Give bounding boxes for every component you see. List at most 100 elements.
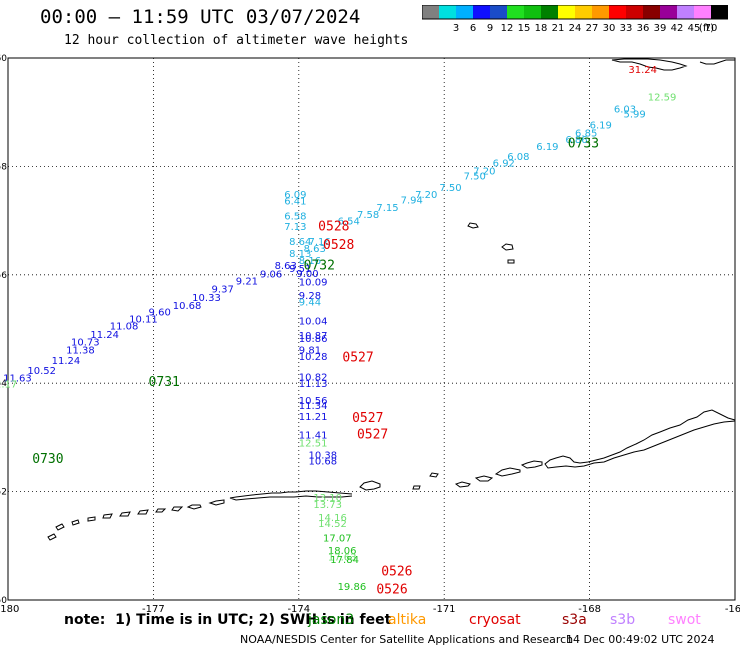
wave-height-label: 14.52 — [318, 519, 347, 530]
wave-height-label: 11.63 — [3, 374, 32, 385]
colorbar-tick-label: 39 — [654, 23, 667, 34]
coastline-segment — [501, 243, 514, 251]
wave-height-label: 12.59 — [648, 92, 677, 103]
longitude-tick-label: -16 — [725, 604, 740, 612]
wave-height-label: 7.20 — [415, 190, 437, 201]
wave-height-label: 8.63 — [304, 244, 326, 255]
wave-height-label: 7.50 — [439, 183, 461, 194]
wave-height-label: 7.20 — [473, 167, 495, 178]
wave-height-label: 10.38 — [308, 451, 337, 462]
wave-height-label: 10.87 — [299, 331, 328, 342]
wave-height-colorbar: 3 6 9 12 15 18 21 24 27 30 33 36 39 42 45 70(ft) — [422, 5, 728, 34]
coastline-segment — [544, 409, 736, 469]
wave-height-label: 6.19 — [590, 120, 612, 131]
colorbar-swatch — [626, 5, 643, 19]
coastline-segment — [186, 504, 202, 510]
coastline-segment — [699, 59, 735, 65]
coastline-segment — [171, 506, 184, 512]
map-subtitle: 12 hour collection of altimeter wave hei… — [64, 33, 409, 48]
colorbar-swatch — [422, 5, 439, 19]
wave-height-label: 10.33 — [192, 293, 221, 304]
wave-height-label: 31.24 — [628, 65, 657, 76]
latitude-tick-label: 56 — [0, 271, 7, 281]
wave-height-label: 11.21 — [299, 412, 328, 423]
coastline-segment — [611, 58, 688, 71]
wave-height-label: 9.51 — [289, 264, 311, 275]
wave-height-label: 17.63 — [328, 552, 357, 563]
coastline-layer — [47, 58, 736, 541]
wave-height-label: 7.94 — [401, 195, 423, 206]
colorbar-tick-label: 6 — [470, 23, 476, 34]
wave-height-label: 18.06 — [328, 546, 357, 557]
colorbar-tick-label: 70 — [705, 23, 718, 34]
wave-height-label: 14.16 — [318, 513, 347, 524]
coastline-segment — [507, 259, 515, 264]
colorbar-swatch — [592, 5, 609, 19]
coastline-segment — [520, 460, 543, 469]
wave-height-label: 7.58 — [357, 210, 379, 221]
wave-height-label: 13.73 — [313, 500, 342, 511]
longitude-tick-label: -177 — [142, 604, 165, 612]
wave-height-label: 6.85 — [575, 129, 597, 140]
pass-time-label: 0730 — [32, 452, 63, 467]
colorbar-tick-label: 24 — [569, 23, 582, 34]
coastline-segment — [429, 472, 439, 478]
wave-height-label: 6.03 — [614, 105, 636, 116]
wave-height-label: 10.86 — [299, 334, 328, 345]
coastline-segment — [87, 516, 96, 522]
pass-time-labels-layer: 0733052805280732052707310527052707300526… — [32, 136, 599, 597]
coastline-segment — [494, 467, 521, 477]
longitude-tick-label: -180 — [0, 604, 19, 612]
satellite-legend-item: s3a — [562, 612, 587, 628]
wave-height-label: 10.73 — [71, 337, 100, 348]
map-frame — [7, 57, 736, 601]
coastline-segment — [208, 499, 225, 506]
wave-height-label: 17.84 — [330, 555, 359, 566]
pass-time-label: 0527 — [342, 351, 373, 366]
coastline-segment — [137, 509, 149, 515]
wave-height-label: 10.11 — [129, 314, 158, 325]
wave-height-label: 10.82 — [299, 372, 328, 383]
pass-time-label: 0733 — [568, 136, 599, 151]
wave-height-label: 11.24 — [90, 330, 119, 341]
wave-height-label: 17.07 — [323, 533, 352, 544]
wave-height-label: 7.13 — [284, 222, 306, 233]
coastline-segment — [474, 475, 494, 482]
graticule-layer: -180 -177 -174 -171 -168 -16 60 58 56 54 52 50 — [0, 54, 740, 612]
wave-height-label: 11.24 — [52, 356, 81, 367]
pass-time-label: 0526 — [376, 582, 407, 597]
colorbar-swatch — [643, 5, 660, 19]
colorbar-swatch — [711, 5, 728, 19]
wave-height-label: 7.16 — [308, 237, 330, 248]
wave-height-label: 11.08 — [110, 322, 139, 333]
wave-height-label: 6.09 — [284, 190, 306, 201]
wave-height-label: 6.41 — [284, 196, 306, 207]
coastline-segment — [55, 523, 65, 531]
wave-height-label: 11.41 — [299, 430, 328, 441]
wave-height-label: 10.56 — [299, 396, 328, 407]
wave-height-label: 7.15 — [376, 203, 398, 214]
colorbar-tick-label: 33 — [620, 23, 633, 34]
latitude-tick-label: 54 — [0, 379, 7, 389]
colorbar-tick-label: 3 — [453, 23, 459, 34]
colorbar-tick-label: 9 — [487, 23, 493, 34]
wave-height-label: 9.28 — [299, 291, 321, 302]
wave-height-label: 19.86 — [338, 582, 367, 593]
colorbar-tick-label: 30 — [603, 23, 616, 34]
wave-height-label: 8.63 — [275, 261, 297, 272]
coastline-segment — [155, 508, 167, 513]
latitude-tick-label: 52 — [0, 488, 7, 498]
satellite-legend-item: jason3 — [308, 612, 355, 628]
coastline-segment — [359, 480, 381, 491]
wave-height-label: 8.16 — [299, 256, 321, 267]
coastline-segment — [119, 511, 131, 517]
colorbar-swatch — [524, 5, 541, 19]
wave-height-label: 10.28 — [299, 352, 328, 363]
coastline-segment — [454, 481, 471, 488]
wave-height-label: 11.13 — [299, 379, 328, 390]
latitude-tick-label: 58 — [0, 162, 7, 172]
wave-height-label: 9.06 — [260, 270, 282, 281]
wave-height-label: 6.92 — [493, 158, 515, 169]
colorbar-tick-label: 18 — [535, 23, 548, 34]
longitude-tick-label: -168 — [578, 604, 601, 612]
